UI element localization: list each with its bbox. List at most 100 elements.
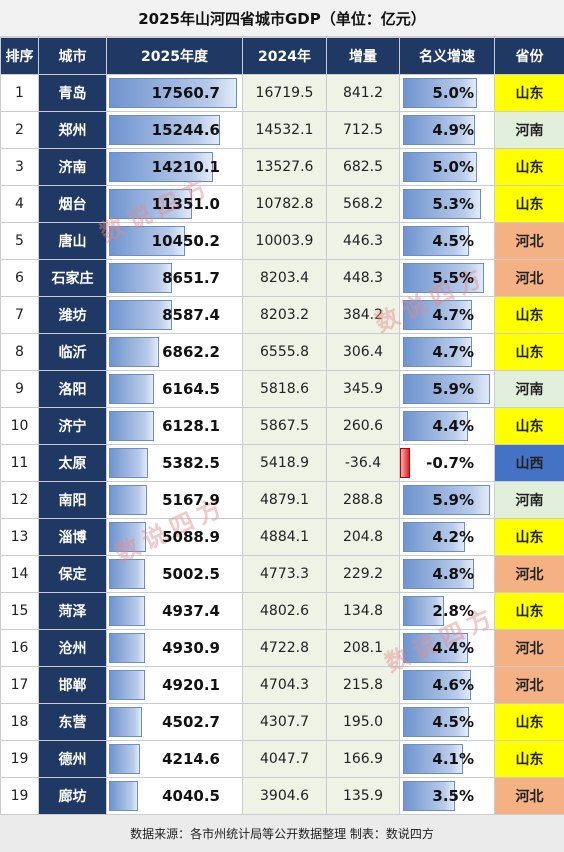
- growth-bar: [403, 596, 444, 626]
- gdp2024-cell: 4307.7: [242, 703, 327, 741]
- increase-cell: 134.8: [326, 592, 400, 630]
- growth-value: 5.9%: [432, 491, 474, 509]
- table-row: 1 青岛 17560.7 16719.5 841.2 5.0% 山东: [0, 74, 564, 112]
- table-title: 2025年山河四省城市GDP（单位：亿元）: [0, 0, 564, 37]
- growth-bar: [403, 411, 468, 441]
- table-row: 8 临沂 6862.2 6555.8 306.4 4.7% 山东: [0, 333, 564, 371]
- growth-bar: [403, 374, 490, 404]
- increase-cell: 215.8: [326, 666, 400, 704]
- growth-bar: [403, 559, 474, 589]
- growth-value: 4.2%: [432, 528, 474, 546]
- gdp2025-cell: 5167.9: [106, 481, 243, 519]
- growth-bar: [403, 744, 463, 774]
- growth-cell: 5.0%: [399, 148, 495, 186]
- province-cell: 河北: [494, 777, 564, 815]
- gdp2025-cell: 8587.4: [106, 296, 243, 334]
- rank-cell: 2: [0, 111, 39, 149]
- province-cell: 山东: [494, 518, 564, 556]
- gdp2025-cell: 5002.5: [106, 555, 243, 593]
- growth-value: 4.4%: [432, 639, 474, 657]
- gdp2025-value: 6862.2: [162, 343, 220, 361]
- rank-cell: 14: [0, 555, 39, 593]
- growth-cell: 4.4%: [399, 629, 495, 667]
- gdp2025-cell: 4937.4: [106, 592, 243, 630]
- growth-cell: -0.7%: [399, 444, 495, 482]
- growth-value: 2.8%: [432, 602, 474, 620]
- rank-cell: 10: [0, 407, 39, 445]
- growth-cell: 4.9%: [399, 111, 495, 149]
- increase-cell: 568.2: [326, 185, 400, 223]
- gdp2024-cell: 16719.5: [242, 74, 327, 112]
- gdp2025-value: 11351.0: [151, 195, 220, 213]
- gdp2025-bar: [109, 559, 145, 589]
- gdp2025-value: 4920.1: [162, 676, 220, 694]
- rank-cell: 4: [0, 185, 39, 223]
- rank-cell: 15: [0, 592, 39, 630]
- gdp2025-bar: [109, 374, 154, 404]
- growth-value: 5.5%: [432, 269, 474, 287]
- growth-value: 4.9%: [432, 121, 474, 139]
- growth-bar: [403, 115, 475, 145]
- city-cell: 邯郸: [38, 666, 107, 704]
- gdp2025-cell: 4920.1: [106, 666, 243, 704]
- gdp2024-cell: 4884.1: [242, 518, 327, 556]
- table-row: 14 保定 5002.5 4773.3 229.2 4.8% 河北: [0, 555, 564, 593]
- city-cell: 淄博: [38, 518, 107, 556]
- gdp2025-value: 6164.5: [162, 380, 220, 398]
- gdp2025-value: 5382.5: [162, 454, 220, 472]
- city-cell: 保定: [38, 555, 107, 593]
- growth-value: 3.5%: [432, 787, 474, 805]
- rank-cell: 13: [0, 518, 39, 556]
- table-row: 9 洛阳 6164.5 5818.6 345.9 5.9% 河南: [0, 370, 564, 408]
- gdp2025-value: 4930.9: [162, 639, 220, 657]
- gdp-table: 排序 城市 2025年度 2024年 增量 名义增速 省份 1 青岛 17560.7…: [0, 37, 564, 815]
- growth-cell: 4.8%: [399, 555, 495, 593]
- gdp2025-bar: [109, 522, 146, 552]
- table-row: 13 淄博 5088.9 4884.1 204.8 4.2% 山东: [0, 518, 564, 556]
- gdp2024-cell: 6555.8: [242, 333, 327, 371]
- growth-cell: 4.7%: [399, 296, 495, 334]
- gdp2025-value: 15244.6: [151, 121, 220, 139]
- gdp2024-cell: 13527.6: [242, 148, 327, 186]
- gdp2025-cell: 14210.1: [106, 148, 243, 186]
- gdp2025-bar: [109, 411, 154, 441]
- gdp2025-value: 8587.4: [162, 306, 220, 324]
- province-cell: 山东: [494, 333, 564, 371]
- growth-cell: 4.6%: [399, 666, 495, 704]
- gdp2025-bar: [109, 633, 145, 663]
- growth-bar: [403, 152, 477, 182]
- city-cell: 青岛: [38, 74, 107, 112]
- gdp2025-value: 6128.1: [162, 417, 220, 435]
- gdp2025-bar: [109, 337, 159, 367]
- gdp2025-cell: 11351.0: [106, 185, 243, 223]
- rank-cell: 12: [0, 481, 39, 519]
- rank-cell: 9: [0, 370, 39, 408]
- increase-cell: -36.4: [326, 444, 400, 482]
- table-row: 19 德州 4214.6 4047.7 166.9 4.1% 山东: [0, 740, 564, 778]
- gdp2024-cell: 8203.4: [242, 259, 327, 297]
- growth-value: 4.5%: [432, 713, 474, 731]
- gdp2025-bar: [109, 115, 220, 145]
- gdp2025-bar: [109, 189, 192, 219]
- growth-bar: [400, 448, 410, 478]
- province-cell: 河南: [494, 111, 564, 149]
- table-row: 18 东营 4502.7 4307.7 195.0 4.5% 山东: [0, 703, 564, 741]
- growth-bar: [403, 300, 472, 330]
- growth-bar: [403, 670, 471, 700]
- header-row: 排序 城市 2025年度 2024年 增量 名义增速 省份: [0, 37, 564, 75]
- province-cell: 河北: [494, 259, 564, 297]
- gdp2024-cell: 4802.6: [242, 592, 327, 630]
- table-row: 10 济宁 6128.1 5867.5 260.6 4.4% 山东: [0, 407, 564, 445]
- city-cell: 临沂: [38, 333, 107, 371]
- growth-value: 5.0%: [432, 158, 474, 176]
- gdp2025-value: 5088.9: [162, 528, 220, 546]
- table-row: 19 廊坊 4040.5 3904.6 135.9 3.5% 河北: [0, 777, 564, 815]
- footer-source: 数据来源：各市州统计局等公开数据整理 制表：数说四方: [0, 815, 564, 852]
- province-cell: 山东: [494, 407, 564, 445]
- growth-cell: 4.5%: [399, 222, 495, 260]
- growth-cell: 5.3%: [399, 185, 495, 223]
- increase-cell: 384.2: [326, 296, 400, 334]
- city-cell: 洛阳: [38, 370, 107, 408]
- header-rank: 排序: [0, 37, 39, 75]
- gdp2025-value: 4214.6: [162, 750, 220, 768]
